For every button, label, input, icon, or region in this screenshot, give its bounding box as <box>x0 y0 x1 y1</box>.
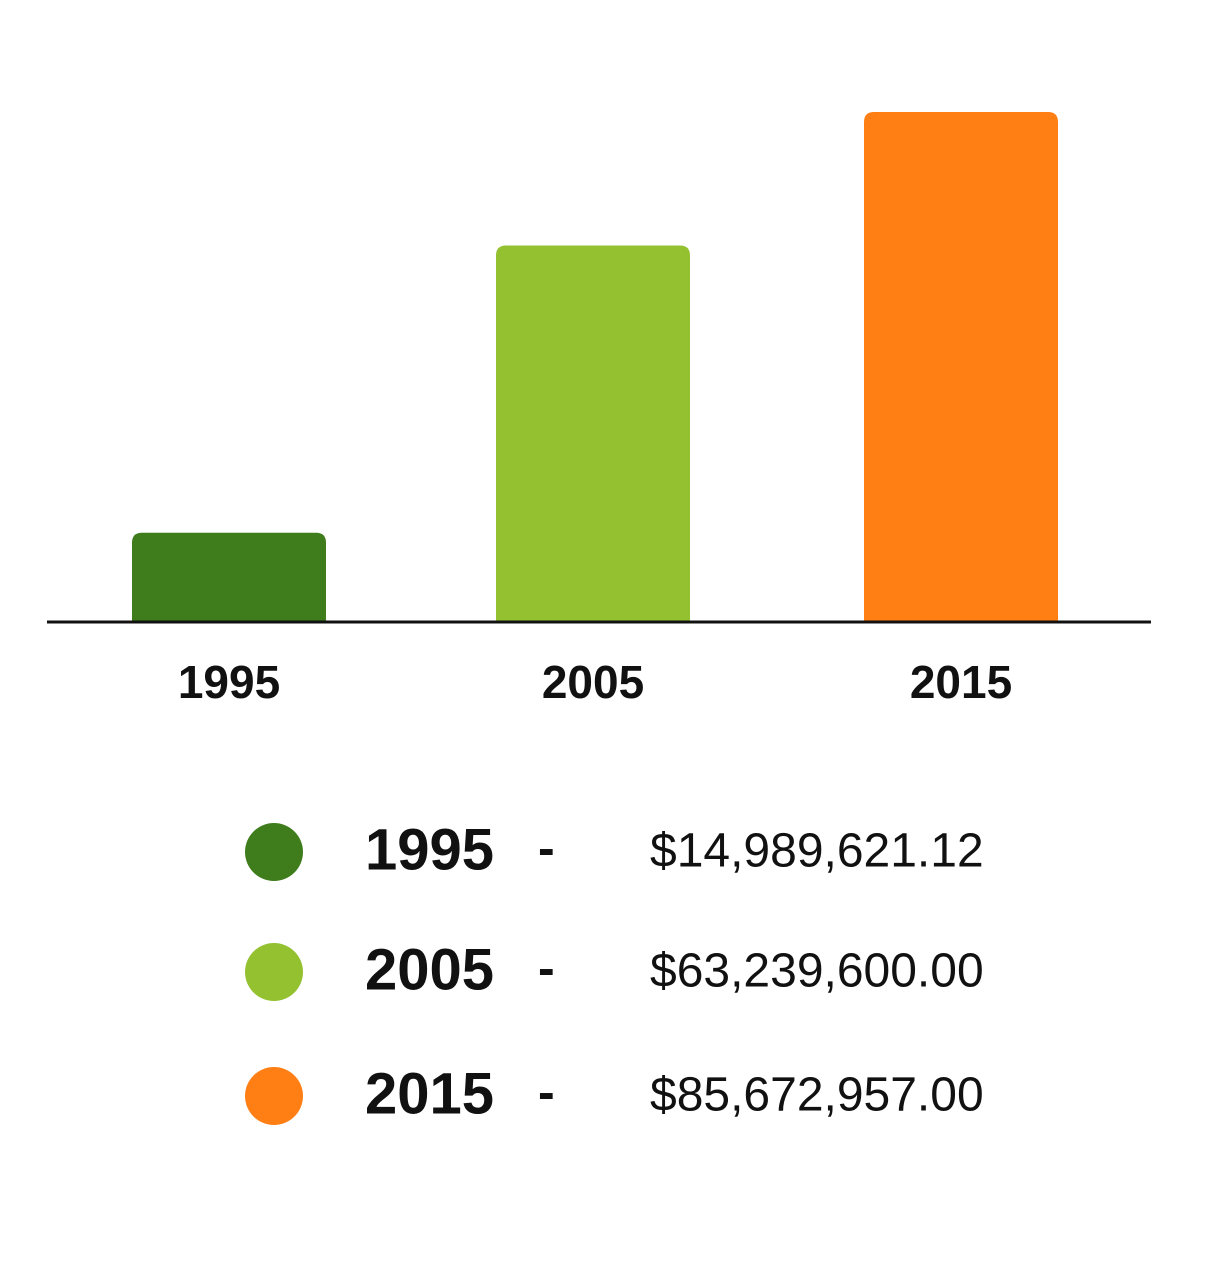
legend-label: 1995 <box>365 817 494 882</box>
legend-separator: - <box>538 1064 555 1120</box>
x-tick-label: 2015 <box>910 656 1012 708</box>
value-label: $14,989,621.12 <box>650 825 984 878</box>
legend-label: 2015 <box>365 1061 494 1126</box>
legend-separator: - <box>538 940 555 996</box>
value-label: $85,672,957.00 <box>650 1069 984 1122</box>
x-tick-label: 2005 <box>542 656 644 708</box>
legend-separator: - <box>538 820 555 876</box>
legend-label: 2005 <box>365 937 494 1002</box>
value-label: $63,239,600.00 <box>650 945 984 998</box>
bar <box>132 532 326 622</box>
legend-dot <box>245 1067 303 1125</box>
legend-dot <box>245 823 303 881</box>
legend-dot <box>245 943 303 1001</box>
x-tick-label: 1995 <box>178 656 280 708</box>
bar <box>496 245 690 623</box>
bar <box>864 112 1058 622</box>
